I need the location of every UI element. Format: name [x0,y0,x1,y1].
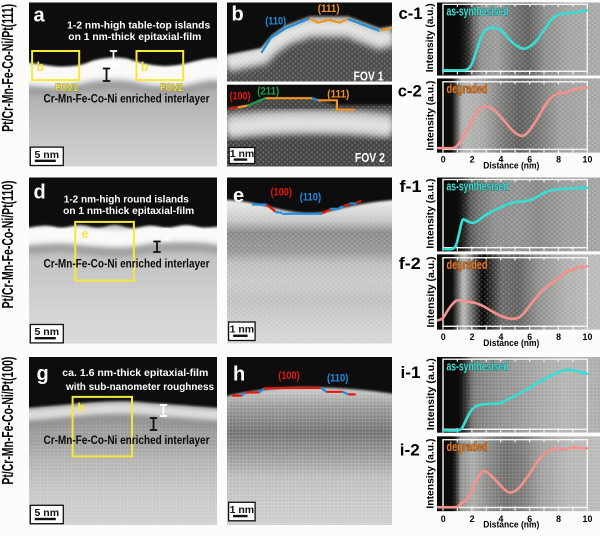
svg-text:Pt/Cr-Mn-Fe-Co-Ni/Pt(100): Pt/Cr-Mn-Fe-Co-Ni/Pt(100) [0,357,17,485]
svg-text:Cr-Mn-Fe-Co-Ni enriched interl: Cr-Mn-Fe-Co-Ni enriched interlayer [44,91,210,105]
svg-text:d: d [34,182,46,204]
svg-text:1-2 nm-high table-top islands: 1-2 nm-high table-top islands [67,21,210,32]
svg-text:FOV1: FOV1 [55,82,78,94]
svg-text:(110): (110) [265,15,286,27]
svg-text:8: 8 [556,514,561,524]
svg-text:degraded: degraded [447,258,488,272]
svg-text:on 1 nm-thick epitaxial-film: on 1 nm-thick epitaxial-film [68,32,201,43]
svg-text:Cr-Mn-Fe-Co-Ni enriched interl: Cr-Mn-Fe-Co-Ni enriched interlayer [44,433,210,447]
svg-text:6: 6 [527,332,532,342]
svg-text:h: h [233,364,245,386]
svg-text:4: 4 [498,155,503,165]
svg-text:1-2 nm-high round islands: 1-2 nm-high round islands [64,195,189,206]
svg-text:Intensity (a.u.): Intensity (a.u.) [425,179,436,249]
svg-text:0: 0 [441,514,446,524]
svg-text:c-1: c-1 [399,4,423,23]
svg-text:i-2: i-2 [400,441,420,460]
svg-text:(111): (111) [318,3,340,15]
svg-text:Intensity (a.u.): Intensity (a.u.) [425,3,436,72]
svg-text:2: 2 [470,514,475,524]
svg-text:Distance (nm): Distance (nm) [483,519,539,529]
svg-text:1 nm: 1 nm [230,324,255,336]
svg-text:2: 2 [470,155,475,165]
svg-text:Intensity (a.u.): Intensity (a.u.) [425,81,436,151]
svg-text:5 nm: 5 nm [35,149,60,161]
svg-text:f-2: f-2 [399,254,421,273]
svg-text:(110): (110) [327,373,349,385]
svg-text:Pt/Cr-Mn-Fe-Co-Ni/Pt(111): Pt/Cr-Mn-Fe-Co-Ni/Pt(111) [0,4,17,132]
svg-text:Intensity (a.u.): Intensity (a.u.) [425,439,436,509]
svg-text:2: 2 [470,332,475,342]
svg-text:as-synthesised: as-synthesised [447,5,509,19]
svg-text:c-2: c-2 [398,82,422,101]
svg-text:10: 10 [583,332,593,342]
svg-text:(100): (100) [270,187,292,199]
svg-text:h: h [78,401,86,415]
svg-text:1 nm: 1 nm [230,148,255,160]
svg-text:as-synthesised: as-synthesised [447,180,509,194]
svg-text:Distance (nm): Distance (nm) [483,161,539,171]
svg-text:4: 4 [498,514,503,524]
svg-text:with sub-nanometer roughness: with sub-nanometer roughness [65,382,214,393]
svg-text:degraded: degraded [447,82,488,96]
svg-text:Intensity (a.u.): Intensity (a.u.) [426,257,437,328]
svg-text:FOV 2: FOV 2 [355,150,385,165]
svg-text:ca. 1.6 nm-thick epitaxial-fil: ca. 1.6 nm-thick epitaxial-film [62,368,208,379]
svg-text:a: a [34,5,46,27]
svg-text:6: 6 [527,155,532,165]
svg-text:(100): (100) [230,90,251,102]
svg-text:degraded: degraded [447,440,488,454]
svg-text:0: 0 [441,155,446,165]
svg-text:(211): (211) [257,86,279,98]
svg-text:as-synthesised: as-synthesised [447,359,509,373]
svg-text:10: 10 [583,155,593,165]
svg-text:Cr-Mn-Fe-Co-Ni enriched interl: Cr-Mn-Fe-Co-Ni enriched interlayer [44,257,210,271]
svg-text:i-1: i-1 [401,363,421,382]
svg-text:FOV 1: FOV 1 [354,68,384,83]
svg-text:b: b [232,3,244,25]
svg-text:(100): (100) [278,370,300,382]
svg-text:b: b [141,60,149,74]
svg-text:g: g [37,363,49,385]
svg-text:f-1: f-1 [400,177,422,196]
svg-text:Distance (nm): Distance (nm) [483,338,539,348]
svg-text:Pt/Cr-Mn-Fe-Co-Ni/Pt(110): Pt/Cr-Mn-Fe-Co-Ni/Pt(110) [0,181,17,309]
svg-text:e: e [233,185,244,207]
svg-text:FOV2: FOV2 [160,82,183,94]
svg-text:10: 10 [583,514,593,524]
svg-text:on 1 nm-thick epitaxial-film: on 1 nm-thick epitaxial-film [63,206,194,217]
svg-text:4: 4 [498,332,503,342]
svg-text:6: 6 [527,514,532,524]
svg-text:8: 8 [556,155,561,165]
svg-text:0: 0 [441,332,446,342]
svg-text:1 nm: 1 nm [230,504,255,516]
svg-text:5 nm: 5 nm [35,326,60,338]
svg-text:(111): (111) [327,88,349,100]
svg-text:Intensity (a.u.): Intensity (a.u.) [426,358,437,430]
svg-text:b: b [37,60,45,74]
svg-text:(110): (110) [300,191,322,203]
svg-text:e: e [82,227,89,241]
svg-text:8: 8 [556,332,561,342]
svg-text:5 nm: 5 nm [35,507,60,519]
